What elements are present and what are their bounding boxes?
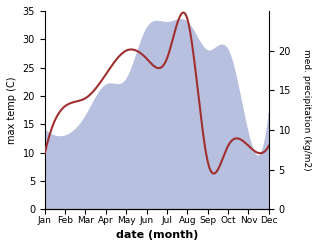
Y-axis label: med. precipitation (kg/m2): med. precipitation (kg/m2) — [302, 49, 311, 171]
X-axis label: date (month): date (month) — [116, 230, 198, 240]
Y-axis label: max temp (C): max temp (C) — [7, 76, 17, 144]
